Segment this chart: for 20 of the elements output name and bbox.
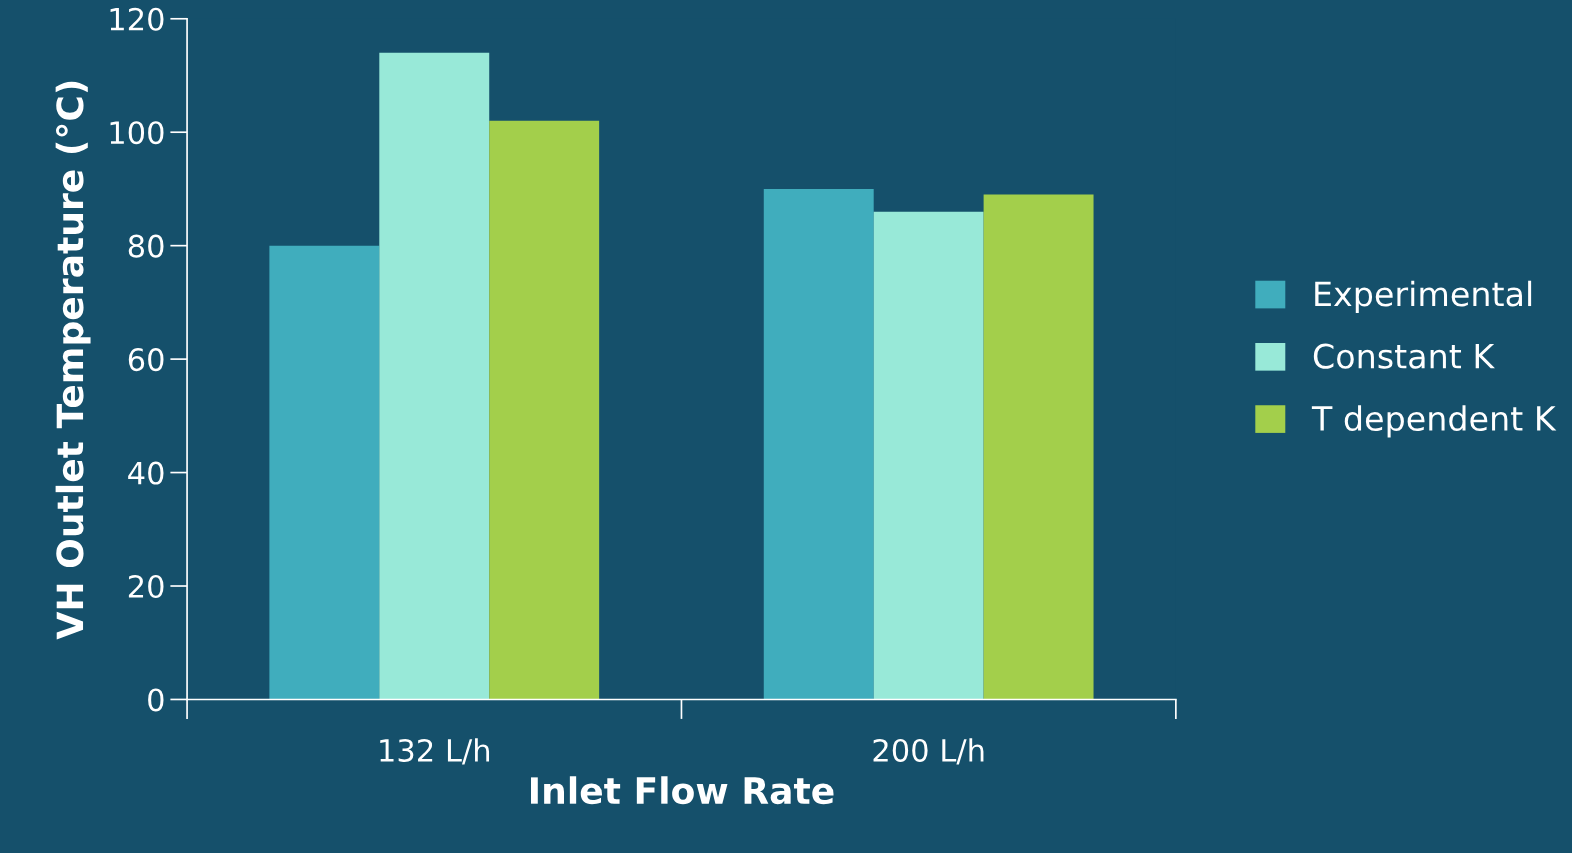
legend-label: Constant K [1313,343,1495,369]
y-tick-label: 100 [110,121,164,145]
y-tick-label: 80 [128,234,164,258]
bar [763,188,874,700]
legend-label: T dependent K [1311,405,1557,438]
bar [379,52,490,700]
y-tick-label: 120 [110,7,164,31]
y-tick-label: 60 [128,348,164,372]
y-tick-label: 20 [128,574,164,599]
bar [983,194,1094,700]
x-axis-title: Inlet Flow Rate [531,776,834,805]
x-tick-label: 200 L/h [873,738,984,765]
x-tick-label: 132 L/h [380,738,490,765]
y-tick-label: 0 [148,688,164,712]
bar [269,245,380,700]
bar [873,211,984,700]
legend-label: Experimental [1315,280,1532,313]
y-axis-title: VH Outlet Temperature (°C) [55,81,91,640]
y-tick-label: 40 [128,461,164,485]
bar [489,120,600,700]
